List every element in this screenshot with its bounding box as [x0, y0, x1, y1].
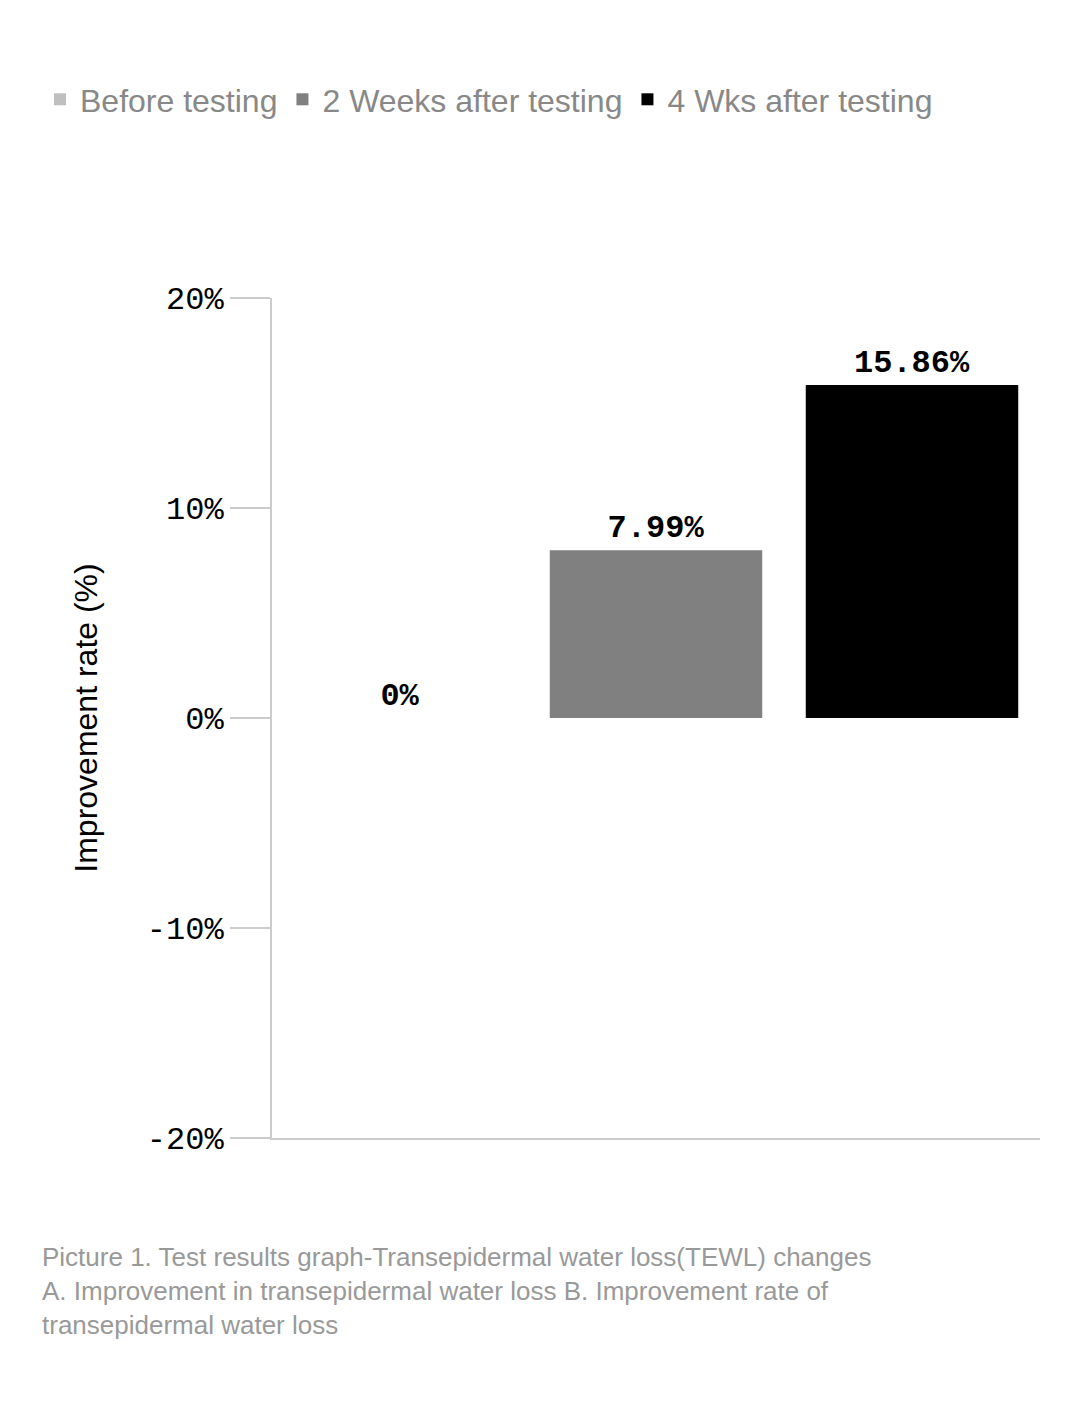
svg-text:4 Wks after testing: 4 Wks after testing: [667, 83, 932, 119]
svg-text:2 Weeks after testing: 2 Weeks after testing: [322, 83, 622, 119]
svg-text:15.86%: 15.86%: [854, 345, 970, 382]
svg-text:20%: 20%: [166, 282, 224, 319]
svg-text:7.99%: 7.99%: [608, 510, 705, 547]
svg-text:-10%: -10%: [147, 912, 225, 949]
svg-text:10%: 10%: [166, 492, 224, 529]
svg-text:Before testing: Before testing: [80, 83, 277, 119]
svg-text:Improvement rate (%): Improvement rate (%): [68, 563, 104, 872]
svg-text:0%: 0%: [380, 678, 419, 715]
svg-text:0%: 0%: [185, 702, 224, 739]
svg-text:Picture 1. Test results graph-: Picture 1. Test results graph-Transepide…: [42, 1242, 871, 1340]
svg-text:-20%: -20%: [147, 1122, 225, 1159]
